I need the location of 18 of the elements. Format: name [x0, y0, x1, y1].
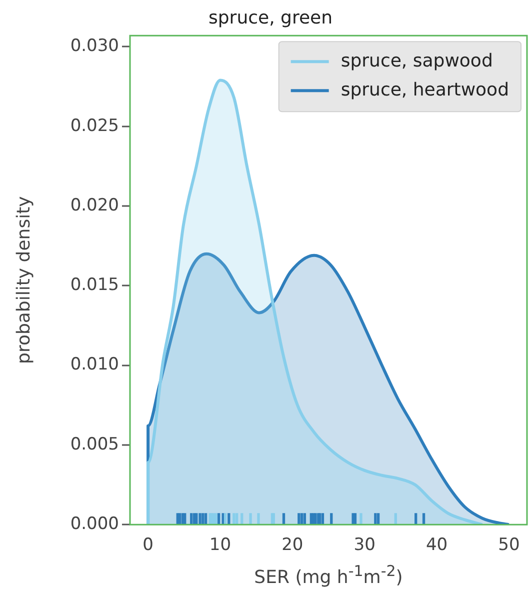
y-tick-label: 0.000 [70, 514, 119, 534]
y-tick-label: 0.020 [70, 195, 119, 216]
legend-label: spruce, heartwood [340, 79, 509, 100]
x-tick-label: 20 [282, 535, 304, 556]
y-tick-label: 0.010 [70, 354, 119, 375]
x-tick-label: 50 [498, 535, 520, 556]
y-tick-label: 0.025 [70, 116, 119, 136]
y-tick-label: 0.005 [70, 434, 119, 454]
x-tick-label: 30 [354, 535, 376, 556]
x-axis-title: SER (mg h$^{-1}$m$^{-2}$) [253, 562, 404, 588]
x-tick-label: 0 [142, 535, 154, 556]
y-axis-title: probability density [13, 196, 34, 364]
chart-title: spruce, green [208, 7, 333, 28]
y-tick-label: 0.015 [70, 275, 119, 296]
x-tick-label: 40 [426, 535, 448, 556]
legend-label: spruce, sapwood [340, 50, 493, 72]
y-tick-label: 0.030 [70, 36, 119, 56]
x-tick-label: 10 [209, 535, 232, 556]
